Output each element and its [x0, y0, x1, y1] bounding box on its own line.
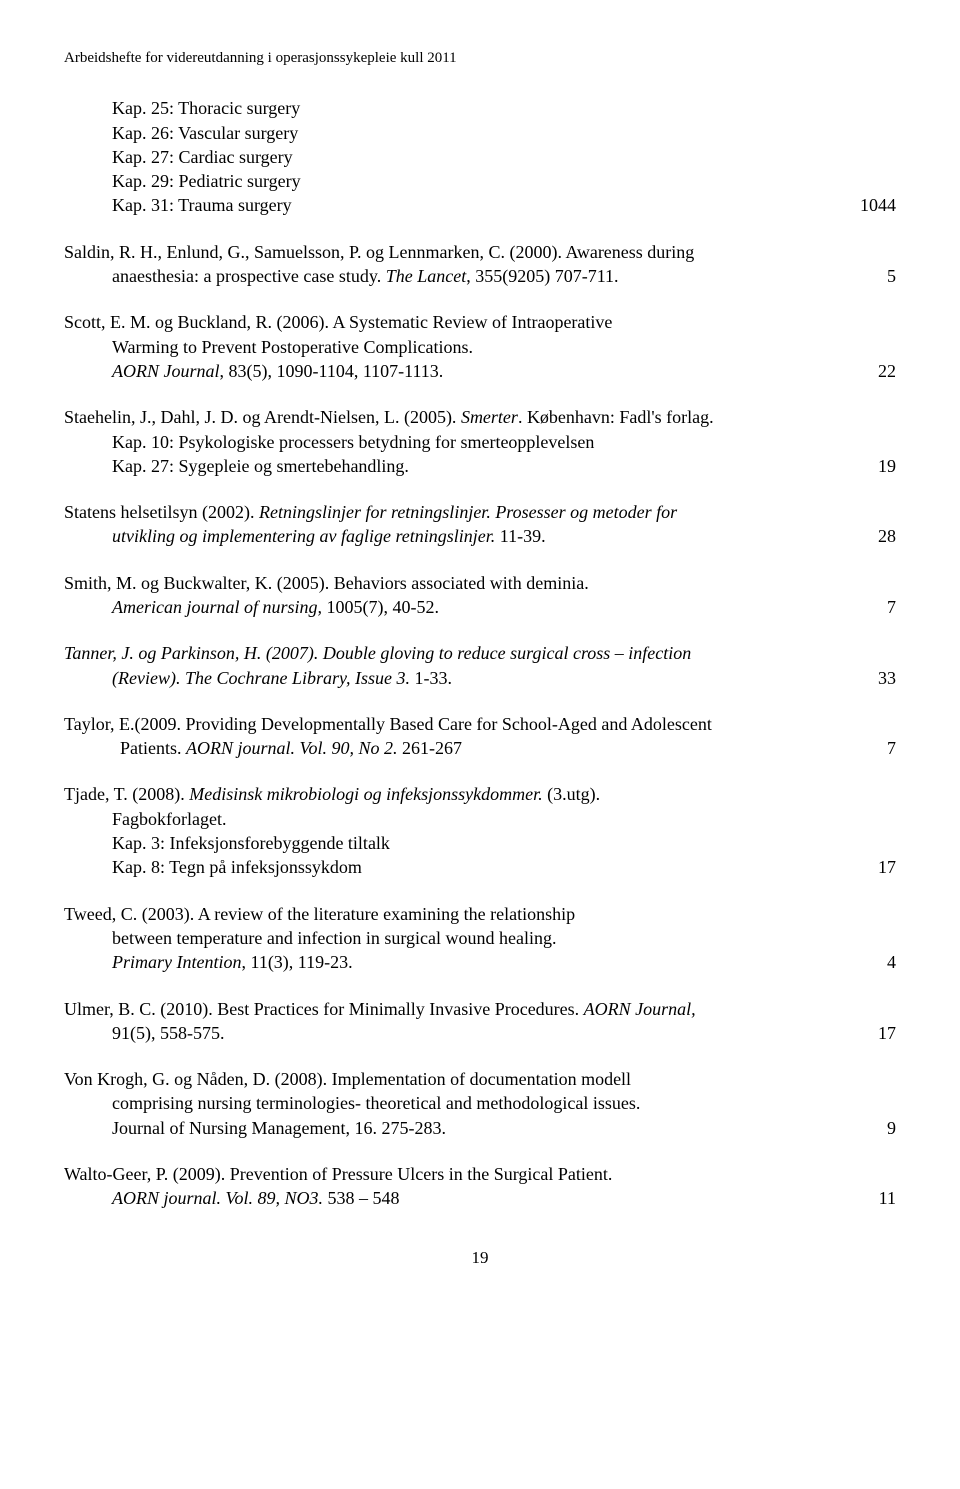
ref-ulmer: Ulmer, B. C. (2010). Best Practices for … — [64, 997, 896, 1046]
journal-title: AORN journal. Vol. 90, No 2. — [186, 738, 398, 758]
ref-vonkrogh: Von Krogh, G. og Nåden, D. (2008). Imple… — [64, 1067, 896, 1140]
ref-line: AORN Journal, 83(5), 1090-1104, 1107-111… — [64, 359, 896, 383]
ref-text: Staehelin, J., Dahl, J. D. og Arendt-Nie… — [64, 407, 461, 427]
page-number: 5 — [887, 264, 896, 288]
ref-text: 11-39. — [495, 526, 545, 546]
ref-text: 1-33. — [414, 668, 452, 688]
ref-tweed: Tweed, C. (2003). A review of the litera… — [64, 902, 896, 975]
ref-line: comprising nursing terminologies- theore… — [64, 1091, 896, 1115]
ref-text: 538 – 548 — [323, 1188, 400, 1208]
ref-text: 261-267 — [398, 738, 463, 758]
book-title: Medisinsk mikrobiologi og infeksjonssykd… — [189, 784, 542, 804]
chapter-line: Kap. 26: Vascular surgery — [64, 121, 896, 145]
journal-title: AORN Journal — [112, 361, 220, 381]
ref-line: Tanner, J. og Parkinson, H. (2007). Doub… — [64, 641, 896, 665]
page-header: Arbeidshefte for videreutdanning i opera… — [64, 48, 896, 68]
ref-text: , 83(5), 1090-1104, 1107-1113. — [220, 361, 444, 381]
ref-text: 1005(7), 40-52. — [322, 597, 439, 617]
page-number: 9 — [887, 1116, 896, 1140]
ref-staehelin: Staehelin, J., Dahl, J. D. og Arendt-Nie… — [64, 405, 896, 478]
ref-line: Staehelin, J., Dahl, J. D. og Arendt-Nie… — [64, 405, 896, 429]
ref-text: Journal of Nursing Management, 16. 275-2… — [112, 1118, 446, 1138]
chapter-line: Kap. 31: Trauma surgery 1044 — [64, 193, 896, 217]
ref-scott: Scott, E. M. og Buckland, R. (2006). A S… — [64, 310, 896, 383]
ref-saldin: Saldin, R. H., Enlund, G., Samuelsson, P… — [64, 240, 896, 289]
chapter-text: Kap. 8: Tegn på infeksjonssykdom — [112, 857, 362, 877]
ref-line: AORN journal. Vol. 89, NO3. 538 – 548 11 — [64, 1186, 896, 1210]
doc-title: Retningslinjer for retningslinjer. Prose… — [259, 502, 677, 522]
page-number: 28 — [878, 524, 896, 548]
doc-title: utvikling og implementering av faglige r… — [112, 526, 495, 546]
ref-line: Scott, E. M. og Buckland, R. (2006). A S… — [64, 310, 896, 334]
page-number: 1044 — [860, 193, 896, 217]
ref-tjade: Tjade, T. (2008). Medisinsk mikrobiologi… — [64, 782, 896, 879]
journal-title: AORN journal. Vol. 89, NO3. — [112, 1188, 323, 1208]
journal-title: AORN Journal, — [584, 999, 696, 1019]
ref-line: Taylor, E.(2009. Providing Developmental… — [64, 712, 896, 736]
page-number: 22 — [878, 359, 896, 383]
chapter-line: Kap. 8: Tegn på infeksjonssykdom 17 — [64, 855, 896, 879]
journal-title: The Lancet — [386, 266, 467, 286]
page-number: 4 — [887, 950, 896, 974]
page-number: 11 — [879, 1186, 896, 1210]
ref-line: Warming to Prevent Postoperative Complic… — [64, 335, 896, 359]
ref-line: Fagbokforlaget. — [64, 807, 896, 831]
ref-line: Smith, M. og Buckwalter, K. (2005). Beha… — [64, 571, 896, 595]
ref-text-italic: Tanner, J. og Parkinson, H. (2007). Doub… — [64, 643, 691, 663]
ref-line: Patients. AORN journal. Vol. 90, No 2. 2… — [64, 736, 896, 760]
page-number: 7 — [887, 736, 896, 760]
chapter-line: Kap. 29: Pediatric surgery — [64, 169, 896, 193]
book-title: Smerter — [461, 407, 518, 427]
ref-text: . København: Fadl's forlag. — [518, 407, 714, 427]
chapter-text: Kap. 27: Sygepleie og smertebehandling. — [112, 456, 409, 476]
chapter-text: Kap. 31: Trauma surgery — [112, 195, 292, 215]
ref-text-italic: (Review). The Cochrane Library, Issue 3. — [112, 668, 414, 688]
ref-line: anaesthesia: a prospective case study. T… — [64, 264, 896, 288]
ref-line: 91(5), 558-575. 17 — [64, 1021, 896, 1045]
ref-tanner: Tanner, J. og Parkinson, H. (2007). Doub… — [64, 641, 896, 690]
ref-statens: Statens helsetilsyn (2002). Retningslinj… — [64, 500, 896, 549]
ref-taylor: Taylor, E.(2009. Providing Developmental… — [64, 712, 896, 761]
ref-line: Walto-Geer, P. (2009). Prevention of Pre… — [64, 1162, 896, 1186]
ref-line: Journal of Nursing Management, 16. 275-2… — [64, 1116, 896, 1140]
ref-line: Tjade, T. (2008). Medisinsk mikrobiologi… — [64, 782, 896, 806]
ref-text: (3.utg). — [543, 784, 601, 804]
ref-text: Ulmer, B. C. (2010). Best Practices for … — [64, 999, 584, 1019]
ref-text: , 355(9205) 707-711. — [466, 266, 618, 286]
ref-text: Tjade, T. (2008). — [64, 784, 189, 804]
ref-line: American journal of nursing, 1005(7), 40… — [64, 595, 896, 619]
ref-line: Saldin, R. H., Enlund, G., Samuelsson, P… — [64, 240, 896, 264]
ref-line: between temperature and infection in sur… — [64, 926, 896, 950]
page-number: 7 — [887, 595, 896, 619]
chapter-line: Kap. 27: Cardiac surgery — [64, 145, 896, 169]
ref-line: utvikling og implementering av faglige r… — [64, 524, 896, 548]
ref-line: Primary Intention, 11(3), 119-23. 4 — [64, 950, 896, 974]
page-number: 17 — [878, 1021, 896, 1045]
ref-chapter-list: Kap. 25: Thoracic surgery Kap. 26: Vascu… — [64, 96, 896, 217]
ref-line: Ulmer, B. C. (2010). Best Practices for … — [64, 997, 896, 1021]
chapter-line: Kap. 10: Psykologiske processers betydni… — [64, 430, 896, 454]
ref-text: Patients. — [120, 738, 186, 758]
chapter-line: Kap. 3: Infeksjonsforebyggende tiltalk — [64, 831, 896, 855]
ref-line: Tweed, C. (2003). A review of the litera… — [64, 902, 896, 926]
journal-title: Primary Intention — [112, 952, 241, 972]
ref-text: anaesthesia: a prospective case study. — [112, 266, 386, 286]
ref-smith: Smith, M. og Buckwalter, K. (2005). Beha… — [64, 571, 896, 620]
ref-line: Statens helsetilsyn (2002). Retningslinj… — [64, 500, 896, 524]
chapter-line: Kap. 25: Thoracic surgery — [64, 96, 896, 120]
ref-text: Statens helsetilsyn (2002). — [64, 502, 259, 522]
chapter-line: Kap. 27: Sygepleie og smertebehandling. … — [64, 454, 896, 478]
journal-title: American journal of nursing, — [112, 597, 322, 617]
ref-line: Von Krogh, G. og Nåden, D. (2008). Imple… — [64, 1067, 896, 1091]
page-number: 19 — [878, 454, 896, 478]
page-number: 17 — [878, 855, 896, 879]
ref-text: 91(5), 558-575. — [112, 1023, 224, 1043]
ref-text: , 11(3), 119-23. — [241, 952, 352, 972]
ref-line: (Review). The Cochrane Library, Issue 3.… — [64, 666, 896, 690]
ref-waltogeer: Walto-Geer, P. (2009). Prevention of Pre… — [64, 1162, 896, 1211]
page-number: 33 — [878, 666, 896, 690]
footer-page-number: 19 — [64, 1247, 896, 1270]
